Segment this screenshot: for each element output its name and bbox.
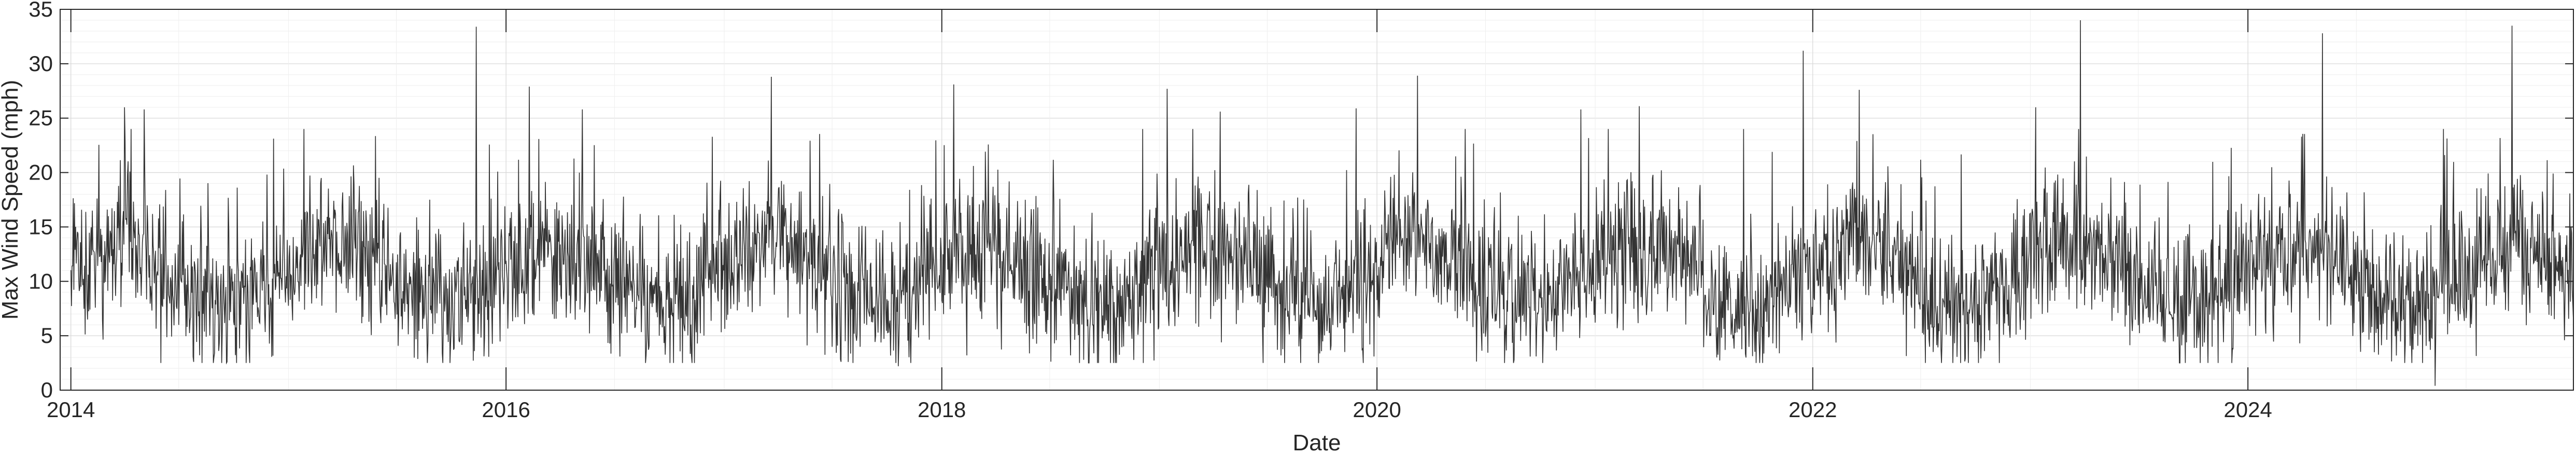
y-tick-label: 35 xyxy=(29,0,53,21)
x-tick-label: 2022 xyxy=(1789,397,1837,422)
y-tick-label: 0 xyxy=(41,378,53,402)
x-tick-label: 2018 xyxy=(918,397,966,422)
max-wind-speed-series-line xyxy=(70,20,2574,386)
ticks xyxy=(60,9,2573,391)
y-tick-label: 5 xyxy=(41,323,53,348)
y-tick-label: 30 xyxy=(29,51,53,76)
series-layer xyxy=(70,20,2574,386)
x-tick-label: 2020 xyxy=(1353,397,1401,422)
y-tick-label: 20 xyxy=(29,160,53,185)
axes-box xyxy=(60,9,2574,391)
y-tick-label: 25 xyxy=(29,106,53,130)
tick-labels: 0 5 10 15 20 25 30 35 2014 2016 2018 2020 2022 2024 xyxy=(29,0,2272,422)
x-tick-label: 2014 xyxy=(47,397,95,422)
x-tick-label: 2024 xyxy=(2223,397,2272,422)
y-tick-label: 10 xyxy=(29,269,53,293)
x-axis-label: Date xyxy=(1293,430,1341,455)
y-axis-label: Max Wind Speed (mph) xyxy=(0,80,23,320)
y-tick-label: 15 xyxy=(29,214,53,239)
x-tick-label: 2016 xyxy=(482,397,530,422)
